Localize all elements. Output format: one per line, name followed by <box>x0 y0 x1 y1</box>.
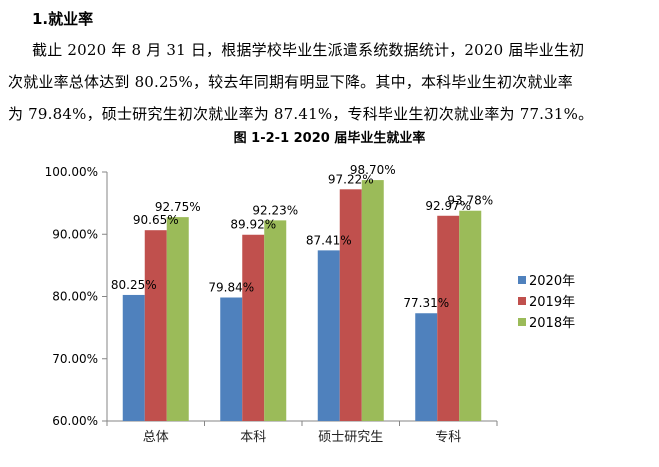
y-tick-label: 90.00% <box>52 227 98 241</box>
figure-title: 图 1-2-1 2020 届毕业生就业率 <box>233 131 426 146</box>
bar <box>459 210 482 421</box>
bar <box>264 220 287 421</box>
data-label: 93.78% <box>447 194 493 208</box>
y-tick-label: 100.00% <box>45 165 98 179</box>
section-heading: 1.就业率 <box>32 10 94 28</box>
paragraph-line: 次就业率总体达到 80.25%，较去年同期有明显下降。其中，本科毕业生初次就业率 <box>8 73 573 91</box>
bar <box>220 297 243 421</box>
y-tick-label: 70.00% <box>52 352 98 366</box>
category-label: 硕士研究生 <box>318 430 383 445</box>
data-label: 80.25% <box>111 278 157 292</box>
data-label: 92.75% <box>155 200 201 214</box>
category-label: 本科 <box>240 430 266 445</box>
legend-swatch <box>518 276 526 284</box>
data-label: 98.70% <box>350 163 396 177</box>
paragraph-line: 为 79.84%，硕士研究生初次就业率为 87.41%，专科毕业生初次就业率为 … <box>8 105 594 123</box>
summary-paragraph: 截止 2020 年 8 月 31 日，根据学校毕业生派遣系统数据统计，2020 … <box>8 34 648 130</box>
bar <box>122 294 145 421</box>
data-label: 89.92% <box>230 218 276 232</box>
bar <box>144 230 167 421</box>
data-label: 87.41% <box>306 233 352 247</box>
bar <box>317 250 340 421</box>
y-tick-label: 80.00% <box>52 290 98 304</box>
legend-swatch <box>518 297 526 305</box>
bar <box>242 234 265 421</box>
legend-label: 2020年 <box>529 274 575 289</box>
data-label: 79.84% <box>208 280 254 294</box>
y-tick-label: 60.00% <box>52 414 98 428</box>
paragraph-line: 截止 2020 年 8 月 31 日，根据学校毕业生派遣系统数据统计，2020 … <box>32 41 585 59</box>
bar <box>361 180 384 421</box>
legend-label: 2019年 <box>529 295 575 310</box>
bar <box>339 189 362 421</box>
data-label: 90.65% <box>133 213 179 227</box>
data-label: 92.23% <box>252 203 298 217</box>
data-label: 92.97% <box>425 199 471 213</box>
bar <box>415 313 438 421</box>
bar <box>166 217 189 421</box>
category-label: 总体 <box>143 430 169 445</box>
data-label: 77.31% <box>403 296 449 310</box>
category-label: 专科 <box>435 430 461 445</box>
data-label: 97.22% <box>328 172 374 186</box>
bar <box>437 215 460 421</box>
legend-swatch <box>518 318 526 326</box>
legend-label: 2018年 <box>529 316 575 331</box>
